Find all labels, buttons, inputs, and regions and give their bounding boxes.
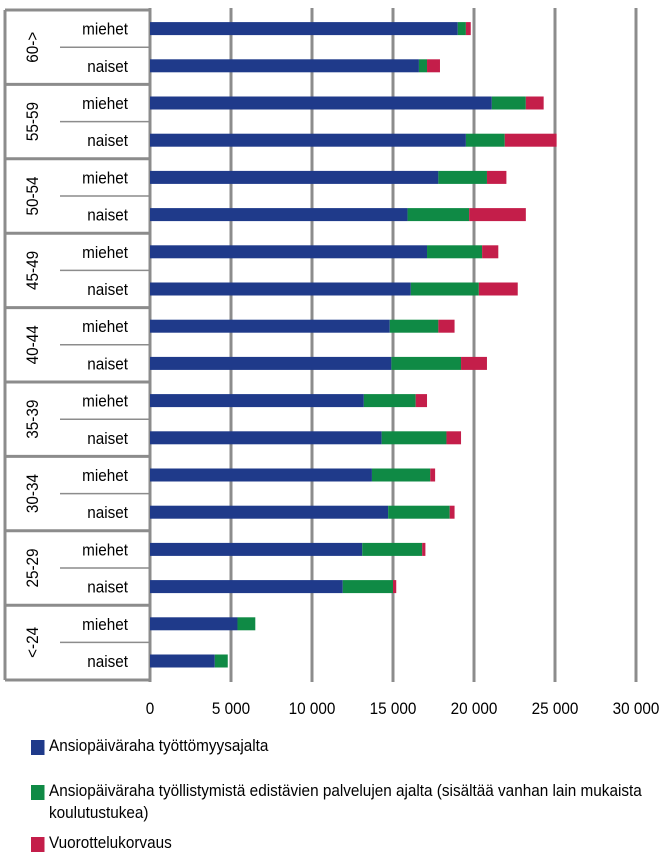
age-group-label: 40-44	[23, 325, 42, 364]
row-label: naiset	[87, 503, 128, 522]
row-label: miehet	[82, 466, 128, 485]
bar-segment	[150, 208, 408, 222]
bar-segment	[407, 208, 470, 222]
bar-segment	[150, 431, 382, 445]
bar-segment	[422, 542, 426, 556]
x-tick-label: 20 000	[451, 699, 498, 718]
bar-segment	[430, 468, 436, 482]
bar-segment	[486, 170, 507, 184]
bar-segment	[342, 580, 393, 594]
row-label: naiset	[87, 131, 128, 150]
row-label: naiset	[87, 578, 128, 597]
row-label: miehet	[82, 243, 128, 262]
legend-label: Ansiopäiväraha työllistymistä edistävien…	[49, 781, 642, 822]
legend-swatch-red	[31, 837, 45, 852]
row-label: naiset	[87, 355, 128, 374]
bar-segment	[415, 394, 428, 408]
bar-segment	[214, 654, 228, 668]
row-label: naiset	[87, 57, 128, 76]
age-group-label: <-24	[23, 627, 42, 658]
bar-segment	[393, 580, 397, 594]
row-label: naiset	[87, 429, 128, 448]
bar-segment	[150, 22, 458, 36]
row-label: miehet	[82, 169, 128, 188]
age-group-label: 50-54	[23, 176, 42, 215]
age-group-label: 60->	[23, 32, 42, 63]
bar-segment	[465, 133, 505, 147]
x-tick-label: 15 000	[370, 699, 417, 718]
bar-segment	[150, 394, 364, 408]
age-group-label: 45-49	[23, 251, 42, 290]
stacked-bar-chart: 60-> miehet naiset 55-59 miehet naiset 50-54 mi…	[3, 8, 660, 718]
bar-segment	[362, 542, 423, 556]
bar-segment	[150, 170, 439, 184]
bar-segment	[381, 431, 447, 445]
x-tick-label: 5 000	[212, 699, 250, 718]
bar-segment	[457, 22, 466, 36]
legend-label: Ansiopäiväraha työttömyysajalta	[49, 736, 269, 755]
row-label: naiset	[87, 206, 128, 225]
bar-segment	[150, 59, 419, 73]
bar-segment	[525, 96, 544, 110]
x-tick-label: 10 000	[289, 699, 336, 718]
row-label: miehet	[82, 20, 128, 39]
row-label: naiset	[87, 280, 128, 299]
age-group-label: 25-29	[23, 548, 42, 587]
bar-segment	[150, 319, 390, 333]
bar-segment	[150, 617, 238, 631]
bar-segment	[461, 356, 487, 370]
legend-swatch-blue	[31, 740, 45, 755]
bar-segment	[237, 617, 256, 631]
bar-segment	[391, 356, 462, 370]
bar-segment	[465, 22, 471, 36]
bar-segment	[427, 59, 440, 73]
bar-segment	[504, 133, 557, 147]
legend-label: Vuorottelukorvaus	[49, 833, 172, 852]
bar-segment	[150, 468, 372, 482]
bar-segment	[438, 170, 487, 184]
legend-item-employment-services: Ansiopäiväraha työllistymistä edistävien…	[31, 780, 661, 824]
bar-segment	[363, 394, 416, 408]
bar-segment	[482, 245, 499, 259]
legend-item-unemployment: Ansiopäiväraha työttömyysajalta	[31, 735, 661, 757]
x-tick-label: 30 000	[613, 699, 660, 718]
row-label: miehet	[82, 94, 128, 113]
bar-segment	[150, 580, 343, 594]
row-label: miehet	[82, 317, 128, 336]
legend-item-job-alternation: Vuorottelukorvaus	[31, 832, 661, 854]
row-label: miehet	[82, 615, 128, 634]
age-group-label: 30-34	[23, 474, 42, 513]
bar-segment	[371, 468, 431, 482]
bar-segment	[491, 96, 526, 110]
bar-segment	[388, 505, 450, 519]
x-tick-label: 0	[146, 699, 155, 718]
bar-segment	[449, 505, 455, 519]
bar-segment	[438, 319, 455, 333]
legend-swatch-green	[31, 785, 45, 800]
bar-segment	[150, 133, 466, 147]
bar-segment	[427, 245, 483, 259]
row-label: miehet	[82, 541, 128, 560]
age-group-label: 35-39	[23, 400, 42, 439]
bar-segment	[150, 282, 411, 296]
bar-segment	[478, 282, 518, 296]
bar-segment	[150, 654, 215, 668]
bar-segment	[446, 431, 462, 445]
bar-segment	[150, 96, 492, 110]
age-group-label: 55-59	[23, 102, 42, 141]
bar-segment	[150, 356, 392, 370]
bar-segment	[389, 319, 439, 333]
bar-segment	[150, 245, 428, 259]
bar-segment	[150, 542, 363, 556]
bar-segment	[410, 282, 479, 296]
bar-segment	[469, 208, 526, 222]
x-tick-label: 25 000	[532, 699, 579, 718]
row-label: naiset	[87, 652, 128, 671]
row-label: miehet	[82, 392, 128, 411]
bar-segment	[418, 59, 428, 73]
bar-segment	[150, 505, 389, 519]
